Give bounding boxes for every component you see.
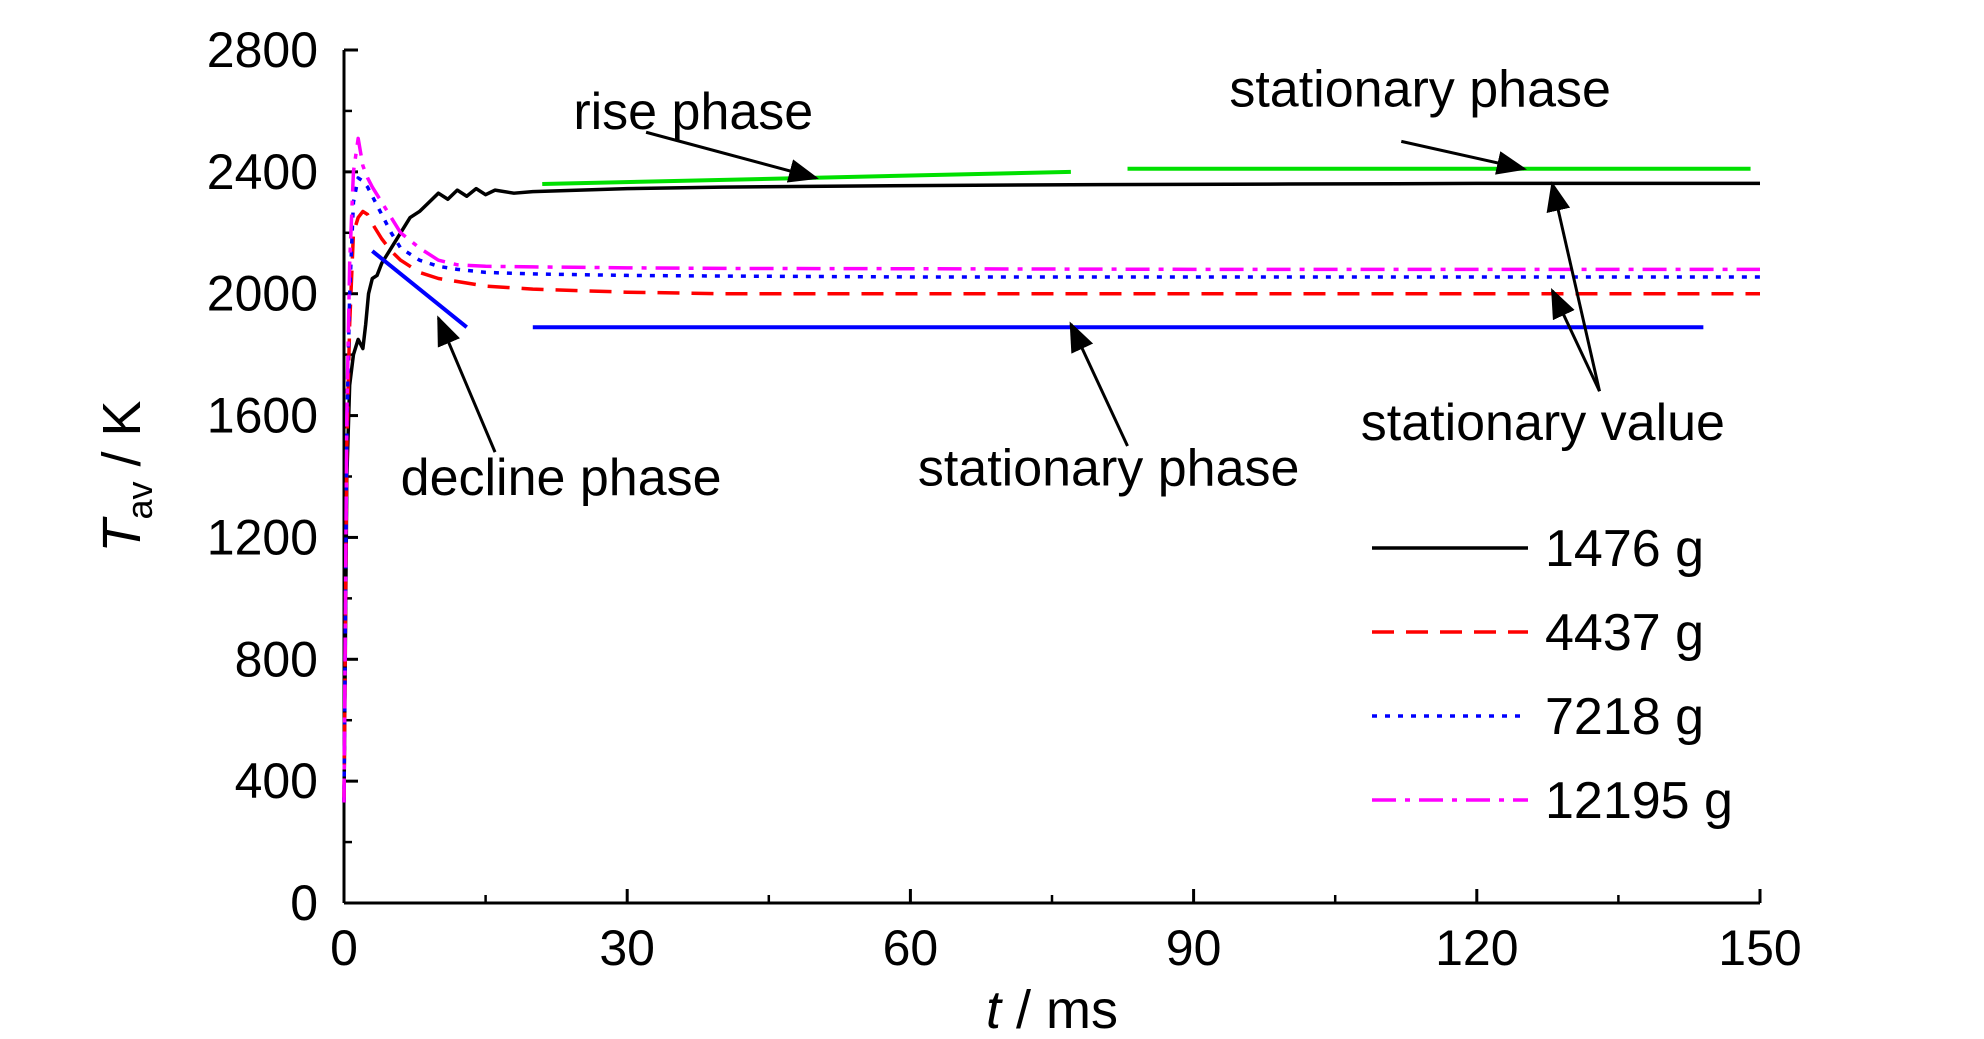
legend-label-2: 7218 g: [1545, 688, 1704, 746]
y-tick-label: 0: [290, 875, 318, 931]
x-tick-label: 120: [1435, 920, 1518, 976]
series-line-2: [342, 176, 1760, 803]
y-tick-label: 800: [235, 631, 318, 687]
legend-label-3: 12195 g: [1545, 772, 1733, 830]
series-layer: [342, 136, 1760, 803]
x-tick-label: 0: [330, 920, 358, 976]
annotation-text: rise phase: [573, 83, 813, 141]
annotation-arrow: [1069, 321, 1129, 447]
annotations: rise phase stationary phase decline phase s…: [401, 60, 1725, 506]
annotation-arrow: [437, 315, 497, 453]
x-tick-label: 60: [883, 920, 939, 976]
y-tick-label: 400: [235, 753, 318, 809]
x-tick-label: 90: [1166, 920, 1222, 976]
y-tick-label: 2000: [207, 266, 318, 322]
y-tick-label: 2400: [207, 144, 318, 200]
x-tick-label: 30: [599, 920, 655, 976]
series-line-1: [342, 209, 1760, 803]
annotation-arrow: [1550, 287, 1601, 392]
annotation-text: stationary phase: [1229, 60, 1611, 118]
annotation-text: stationary phase: [918, 440, 1300, 498]
reference-line-2: [371, 249, 468, 329]
annotation-arrow: [645, 130, 819, 183]
y-tick-label: 1200: [207, 509, 318, 565]
annotation-arrow: [1400, 139, 1527, 175]
series-line-3: [342, 136, 1760, 803]
legend: 1476 g 4437 g 7218 g 12195 g: [1372, 520, 1733, 830]
axes: 0 30 60 90 120 150 0 400 800 1200 1600 2000 2400 2800…: [92, 22, 1802, 1039]
y-tick-label: 2800: [207, 22, 318, 78]
legend-label-1: 4437 g: [1545, 604, 1704, 662]
legend-label-0: 1476 g: [1545, 520, 1704, 578]
reference-line-0: [542, 169, 1071, 187]
annotation-arrow: [1546, 181, 1601, 392]
annotation-text: decline phase: [401, 449, 722, 507]
x-tick-label: 150: [1718, 920, 1801, 976]
y-axis-title: Tav / K: [92, 400, 160, 552]
annotation-text: stationary value: [1361, 394, 1725, 452]
series-line-0: [342, 181, 1760, 803]
y-tick-label: 1600: [207, 388, 318, 444]
x-axis-title: t / ms: [986, 980, 1118, 1039]
